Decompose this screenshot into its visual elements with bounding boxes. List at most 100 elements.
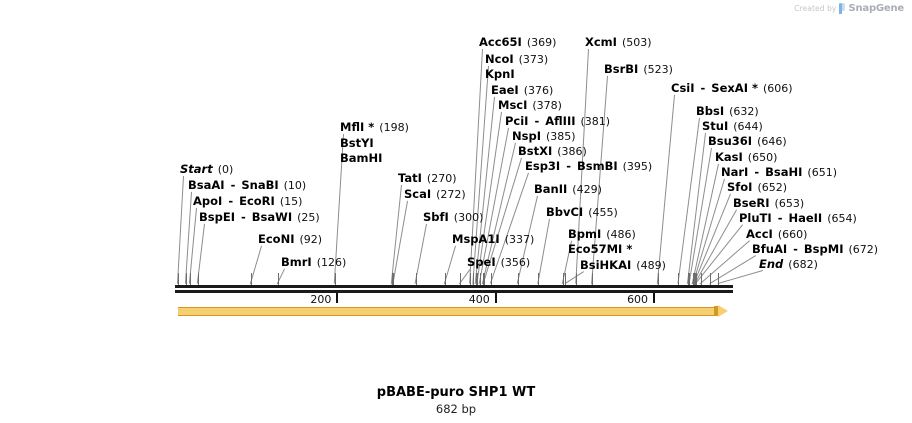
enzyme-label-tati[interactable]: TatI (270) bbox=[398, 172, 457, 185]
enzyme-position: (650) bbox=[747, 151, 778, 164]
cut-site-tick-pcii-afliii bbox=[479, 273, 481, 285]
enzyme-label-stui[interactable]: StuI (644) bbox=[702, 120, 763, 133]
enzyme-label-bbsi[interactable]: BbsI (632) bbox=[696, 105, 759, 118]
enzyme-position: (385) bbox=[545, 130, 576, 143]
enzyme-name: BanII bbox=[534, 182, 568, 196]
plasmid-length: 682 bp bbox=[435, 402, 477, 416]
enzyme-label-banii[interactable]: BanII (429) bbox=[534, 183, 602, 196]
enzyme-name: BstXI bbox=[518, 144, 553, 158]
page-title: pBABE-puro SHP1 WT bbox=[376, 385, 536, 400]
enzyme-position: (92) bbox=[299, 233, 323, 246]
enzyme-label-nspi[interactable]: NspI (385) bbox=[512, 130, 576, 143]
enzyme-name-separator: - bbox=[562, 159, 575, 173]
enzyme-label-kasi[interactable]: KasI (650) bbox=[715, 151, 777, 164]
enzyme-label-csii-sexai[interactable]: CsiI - SexAI * (606) bbox=[671, 82, 793, 95]
enzyme-label-esp3i-bsmbi[interactable]: Esp3I - BsmBI (395) bbox=[525, 160, 652, 173]
enzyme-name: KpnI bbox=[485, 67, 515, 81]
enzyme-name: BfuAI bbox=[752, 242, 788, 256]
ruler-bar-bottom bbox=[175, 290, 733, 293]
enzyme-name: NcoI bbox=[485, 52, 514, 66]
watermark-created-by: Created by bbox=[794, 4, 837, 13]
cut-site-tick-end bbox=[718, 273, 719, 285]
enzyme-position: (429) bbox=[572, 183, 602, 196]
enzyme-label-sfoi[interactable]: SfoI (652) bbox=[727, 181, 787, 194]
enzyme-label-bpmi[interactable]: BpmI (486) bbox=[568, 228, 636, 241]
enzyme-position: (272) bbox=[436, 188, 466, 201]
enzyme-position: (632) bbox=[729, 105, 759, 118]
enzyme-label-bbvci[interactable]: BbvCI (455) bbox=[546, 206, 618, 219]
cut-site-tick-start bbox=[178, 273, 179, 285]
enzyme-label-bsrbi[interactable]: BsrBI (523) bbox=[604, 63, 673, 76]
enzyme-name: StuI bbox=[702, 119, 729, 133]
enzyme-label-start[interactable]: Start (0) bbox=[180, 163, 233, 176]
enzyme-label-xcmi[interactable]: XcmI (503) bbox=[585, 36, 652, 49]
enzyme-name: BseRI bbox=[733, 196, 770, 210]
enzyme-label-bstyi[interactable]: BstYI bbox=[340, 137, 374, 149]
enzyme-label-eaei[interactable]: EaeI (376) bbox=[491, 84, 553, 97]
enzyme-position: (381) bbox=[580, 115, 611, 128]
enzyme-label-ncoi[interactable]: NcoI (373) bbox=[485, 53, 548, 66]
enzyme-name-alt: BspMI bbox=[803, 242, 844, 256]
enzyme-label-nari-bsahi[interactable]: NarI - BsaHI (651) bbox=[721, 166, 837, 179]
enzyme-label-bseri[interactable]: BseRI (653) bbox=[733, 197, 804, 210]
cut-site-tick-bseri bbox=[695, 273, 697, 285]
enzyme-label-bsaai-snabi[interactable]: BsaAI - SnaBI (10) bbox=[188, 179, 306, 192]
enzyme-position: (395) bbox=[622, 160, 653, 173]
enzyme-position: (523) bbox=[643, 63, 673, 76]
axis-major-tick-400 bbox=[494, 293, 497, 303]
enzyme-position: (337) bbox=[504, 233, 535, 246]
enzyme-label-bmri[interactable]: BmrI (126) bbox=[281, 256, 346, 269]
enzyme-label-bsu36i[interactable]: Bsu36I (646) bbox=[708, 135, 787, 148]
enzyme-label-acci[interactable]: AccI (660) bbox=[746, 228, 807, 241]
enzyme-label-acc65i[interactable]: Acc65I (369) bbox=[479, 36, 556, 49]
cut-site-tick-eaei bbox=[475, 273, 477, 285]
enzyme-label-spei[interactable]: SpeI (356) bbox=[467, 256, 530, 269]
enzyme-label-mfli[interactable]: MflI * (198) bbox=[340, 121, 409, 134]
enzyme-name: BstYI bbox=[340, 136, 374, 150]
enzyme-name-separator: - bbox=[696, 81, 710, 95]
enzyme-label-end[interactable]: End (682) bbox=[759, 258, 818, 271]
leader-line-bsihkai bbox=[564, 271, 584, 284]
enzyme-label-msci[interactable]: MscI (378) bbox=[498, 99, 562, 112]
enzyme-label-bstxi[interactable]: BstXI (386) bbox=[518, 145, 587, 158]
enzyme-name: ApoI bbox=[193, 194, 223, 208]
enzyme-name-separator: - bbox=[789, 242, 802, 256]
enzyme-label-sbfi[interactable]: SbfI (300) bbox=[423, 211, 483, 224]
enzyme-label-bspei-bsawi[interactable]: BspEI - BsaWI (25) bbox=[199, 211, 320, 224]
cut-site-tick-pluti-haeii bbox=[695, 273, 697, 285]
cut-site-tick-msci bbox=[477, 273, 479, 285]
enzyme-name: PciI bbox=[505, 114, 529, 128]
cut-site-tick-csii-sexai bbox=[657, 273, 659, 285]
cut-site-tick-banii bbox=[517, 273, 519, 285]
enzyme-label-bsihkai[interactable]: BsiHKAI (489) bbox=[580, 259, 666, 272]
enzyme-label-mspa1i[interactable]: MspA1I (337) bbox=[452, 233, 534, 246]
enzyme-label-bamhi[interactable]: BamHI bbox=[340, 152, 382, 164]
enzyme-label-pcii-afliii[interactable]: PciI - AflIII (381) bbox=[505, 115, 610, 128]
enzyme-label-bfuai-bspmi[interactable]: BfuAI - BspMI (672) bbox=[752, 243, 878, 256]
enzyme-name-separator: - bbox=[530, 114, 544, 128]
enzyme-label-kpni[interactable]: KpnI bbox=[485, 68, 515, 80]
enzyme-name: Bsu36I bbox=[708, 134, 753, 148]
enzyme-position: (10) bbox=[283, 179, 307, 192]
enzyme-label-apoi-ecori[interactable]: ApoI - EcoRI (15) bbox=[193, 195, 302, 208]
cut-site-tick-bbvci bbox=[538, 273, 540, 285]
enzyme-position: (651) bbox=[807, 166, 837, 179]
enzyme-name: MspA1I bbox=[452, 232, 500, 246]
enzyme-position: (15) bbox=[279, 195, 303, 208]
enzyme-label-eco57mi[interactable]: Eco57MI * bbox=[568, 243, 632, 255]
enzyme-name-alt: SexAI bbox=[711, 81, 748, 95]
enzyme-position: (486) bbox=[606, 228, 636, 241]
enzyme-name: PluTI bbox=[739, 211, 772, 225]
cut-site-tick-bspei-bsawi bbox=[197, 273, 199, 285]
enzyme-label-pluti-haeii[interactable]: PluTI - HaeII (654) bbox=[739, 212, 857, 225]
leader-line-end bbox=[717, 270, 763, 284]
enzyme-label-econi[interactable]: EcoNI (92) bbox=[258, 233, 322, 246]
enzyme-position: (644) bbox=[733, 120, 763, 133]
axis-tick-label-400: 400 bbox=[468, 293, 490, 306]
cut-site-tick-apoi-ecori bbox=[189, 273, 191, 285]
enzyme-position: (489) bbox=[636, 259, 666, 272]
enzyme-label-scai[interactable]: ScaI (272) bbox=[404, 188, 466, 201]
enzyme-name: MscI bbox=[498, 98, 528, 112]
enzyme-position: (660) bbox=[777, 228, 808, 241]
